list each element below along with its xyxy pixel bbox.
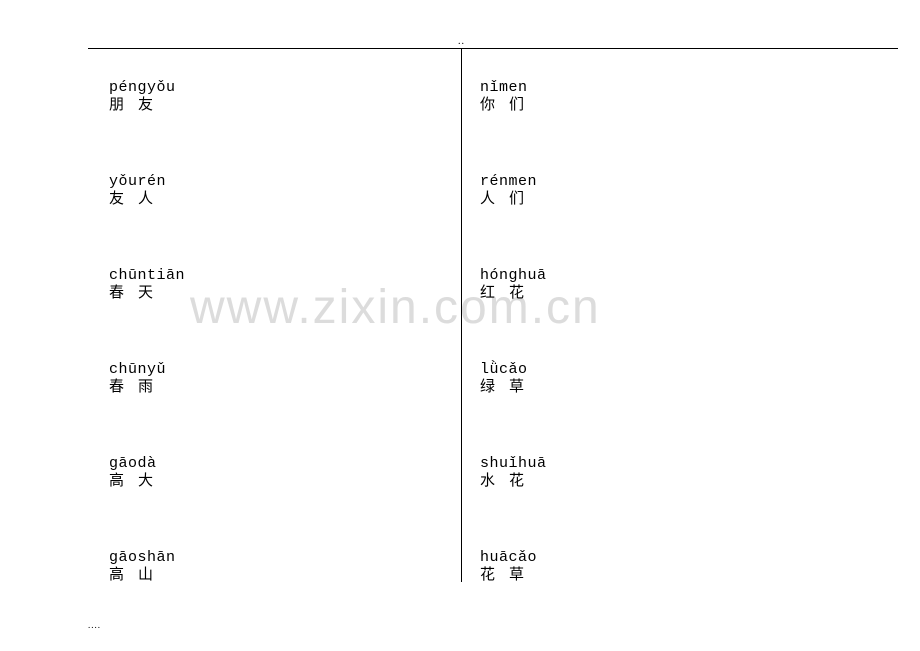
vocab-entry: chūntiān 春天 <box>109 258 449 352</box>
hanzi-text: 春天 <box>109 285 449 302</box>
hanzi-text: 高山 <box>109 567 449 584</box>
hanzi-text: 花草 <box>480 567 820 584</box>
vocab-entry: lǜcǎo 绿草 <box>480 352 820 446</box>
vocab-entry: shuǐhuā 水花 <box>480 446 820 540</box>
vocab-entry: chūnyǔ 春雨 <box>109 352 449 446</box>
pinyin-text: yǒurén <box>109 174 449 191</box>
pinyin-text: shuǐhuā <box>480 456 820 473</box>
vocab-entry: gāoshān 高山 <box>109 540 449 634</box>
vocab-entry: nǐmen 你们 <box>480 70 820 164</box>
left-column: péngyǒu 朋友 yǒurén 友人 chūntiān 春天 chūnyǔ … <box>109 70 449 634</box>
hanzi-text: 高大 <box>109 473 449 490</box>
vocab-entry: huācǎo 花草 <box>480 540 820 634</box>
vocab-page: .. www.zixin.com.cn péngyǒu 朋友 yǒurén 友人… <box>0 0 920 651</box>
hanzi-text: 你们 <box>480 97 820 114</box>
hanzi-text: 朋友 <box>109 97 449 114</box>
hanzi-text: 春雨 <box>109 379 449 396</box>
vocab-entry: gāodà 高大 <box>109 446 449 540</box>
vocab-entry: yǒurén 友人 <box>109 164 449 258</box>
pinyin-text: hónghuā <box>480 268 820 285</box>
hanzi-text: 绿草 <box>480 379 820 396</box>
vocab-entry: hónghuā 红花 <box>480 258 820 352</box>
pinyin-text: chūnyǔ <box>109 362 449 379</box>
pinyin-text: péngyǒu <box>109 80 449 97</box>
pinyin-text: gāoshān <box>109 550 449 567</box>
pinyin-text: lǜcǎo <box>480 362 820 379</box>
pinyin-text: huācǎo <box>480 550 820 567</box>
center-divider <box>461 48 462 582</box>
pinyin-text: nǐmen <box>480 80 820 97</box>
vocab-entry: rénmen 人们 <box>480 164 820 258</box>
right-column: nǐmen 你们 rénmen 人们 hónghuā 红花 lǜcǎo 绿草 s… <box>480 70 820 634</box>
vocab-entry: péngyǒu 朋友 <box>109 70 449 164</box>
hanzi-text: 人们 <box>480 191 820 208</box>
pinyin-text: rénmen <box>480 174 820 191</box>
pinyin-text: gāodà <box>109 456 449 473</box>
hanzi-text: 红花 <box>480 285 820 302</box>
pinyin-text: chūntiān <box>109 268 449 285</box>
hanzi-text: 友人 <box>109 191 449 208</box>
footer-dots: .... <box>88 620 101 630</box>
top-rule <box>88 48 898 49</box>
header-dots: .. <box>458 36 465 47</box>
hanzi-text: 水花 <box>480 473 820 490</box>
